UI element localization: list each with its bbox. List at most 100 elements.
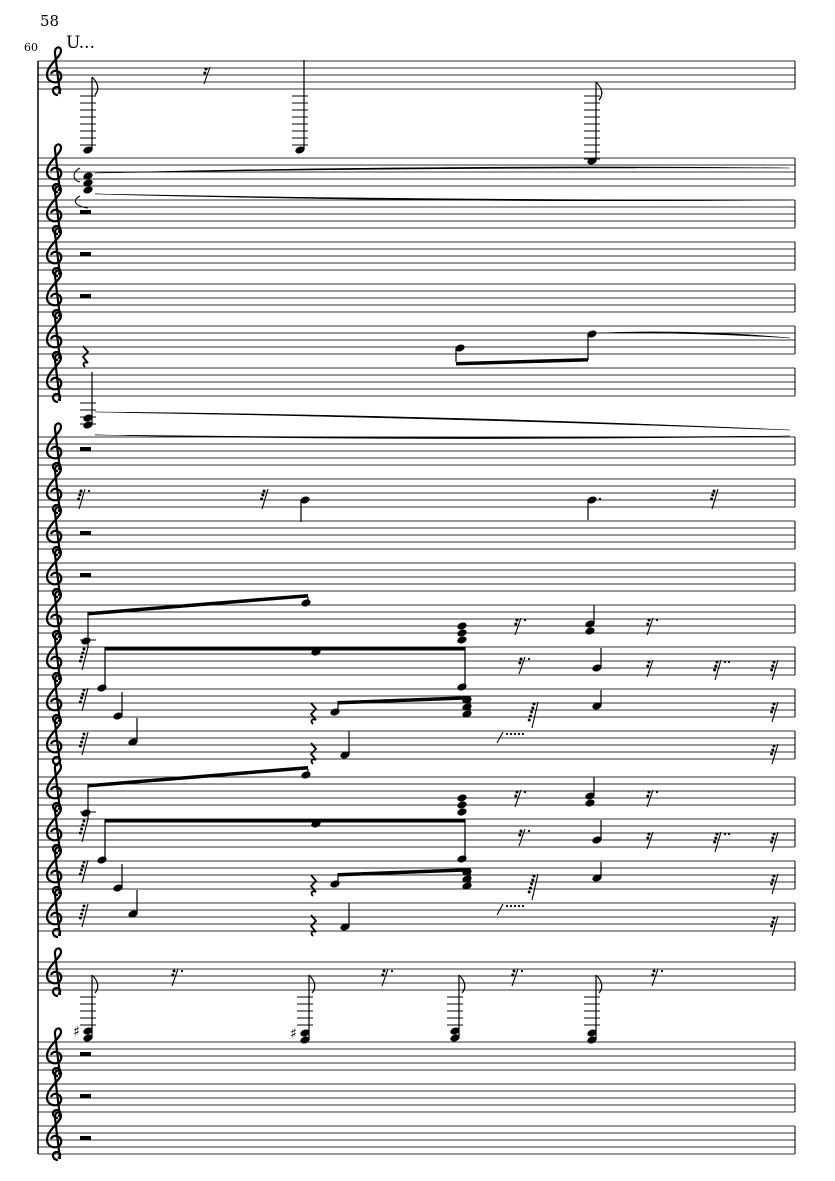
notehead — [457, 629, 467, 637]
sharp-icon: ♯ — [73, 1024, 80, 1040]
rest-hook — [715, 660, 719, 664]
notehead — [457, 683, 467, 691]
rest-stroke — [496, 903, 504, 916]
rest-hook — [82, 860, 86, 864]
rest-hook — [171, 973, 175, 977]
treble-clef-icon — [45, 674, 63, 725]
half-rest — [80, 252, 91, 256]
rest-hook — [772, 874, 776, 878]
rest-hook — [514, 622, 518, 626]
rest-hook — [514, 794, 518, 798]
notehead — [113, 884, 123, 892]
notehead — [462, 875, 472, 883]
rest-stroke — [646, 617, 654, 636]
rest-hook — [82, 647, 86, 651]
rest-hook — [519, 657, 523, 661]
rest-hook — [772, 744, 776, 748]
rest-stroke — [81, 859, 89, 884]
notehead — [462, 703, 472, 711]
rest-hook — [771, 836, 775, 840]
rest-hook — [519, 829, 523, 833]
rest-hook — [82, 819, 86, 823]
notehead — [587, 157, 597, 165]
rest-stroke — [646, 789, 654, 808]
notehead — [585, 620, 595, 628]
rest-dot — [727, 832, 731, 836]
rest-stroke — [771, 831, 779, 853]
notehead — [81, 809, 91, 817]
half-rest — [80, 573, 91, 577]
rest-hook — [712, 489, 716, 493]
rest-dot — [513, 904, 517, 908]
rest-stroke — [714, 831, 722, 853]
rest-stroke — [381, 968, 389, 987]
half-rest — [80, 1094, 91, 1098]
notehead — [462, 882, 472, 890]
rest-hook — [646, 622, 650, 626]
notehead — [311, 648, 321, 656]
rest-hook — [78, 493, 82, 497]
rest-hook — [532, 702, 536, 706]
rest-hook — [78, 872, 82, 876]
rest-dot — [655, 790, 659, 794]
notehead — [585, 799, 595, 807]
rest-stroke — [651, 968, 659, 987]
rest-hook — [772, 702, 776, 706]
rest-hook — [81, 864, 85, 868]
rest-hook — [770, 710, 774, 714]
flag — [595, 81, 603, 101]
half-rest — [80, 210, 91, 214]
notehead — [457, 794, 467, 802]
rest-hook — [81, 692, 85, 696]
rest-hook — [79, 489, 83, 493]
rest-hook — [260, 497, 264, 501]
rest-stroke — [771, 743, 779, 765]
notehead — [83, 421, 93, 429]
rest-hook — [82, 732, 86, 736]
notehead — [462, 696, 472, 704]
rest-hook — [646, 794, 650, 798]
notehead — [340, 751, 350, 759]
half-rest — [80, 294, 91, 298]
rest-hook — [204, 67, 208, 71]
rest-dot — [723, 832, 727, 836]
rest-hook — [715, 832, 719, 836]
rest-stroke — [646, 659, 654, 678]
treble-clef-icon — [45, 227, 63, 278]
notehead — [83, 146, 93, 154]
notehead — [340, 923, 350, 931]
flag — [91, 76, 99, 96]
rest-hook — [530, 710, 534, 714]
measure-number: 58 — [40, 12, 60, 30]
notehead — [587, 330, 597, 338]
treble-clef-icon — [45, 269, 63, 320]
rest-dot — [521, 904, 525, 908]
notehead — [592, 702, 602, 710]
rest-hook — [78, 916, 82, 920]
rest-dot — [513, 732, 517, 736]
notehead — [83, 414, 93, 422]
rest-hook — [80, 868, 84, 872]
rest-stroke — [511, 968, 519, 987]
flag — [308, 974, 316, 994]
notehead — [83, 186, 93, 194]
rest-dot — [509, 904, 513, 908]
notehead — [462, 868, 472, 876]
rest-dot — [723, 660, 727, 664]
treble-clef-icon — [45, 506, 63, 557]
rest-dot — [523, 618, 527, 622]
rest-stroke — [203, 66, 211, 85]
rest-hook — [527, 718, 531, 722]
rest-stroke — [771, 659, 779, 681]
rest-stroke — [81, 903, 89, 928]
rest-stroke — [771, 915, 779, 937]
rest-hook — [713, 668, 717, 672]
notehead — [592, 836, 602, 844]
beam — [105, 647, 465, 651]
rest-hook — [772, 660, 776, 664]
rest-hook — [515, 790, 519, 794]
notehead — [295, 146, 305, 154]
rest-dot — [727, 660, 731, 664]
rest-stroke — [518, 656, 526, 675]
notehead — [300, 1029, 310, 1037]
